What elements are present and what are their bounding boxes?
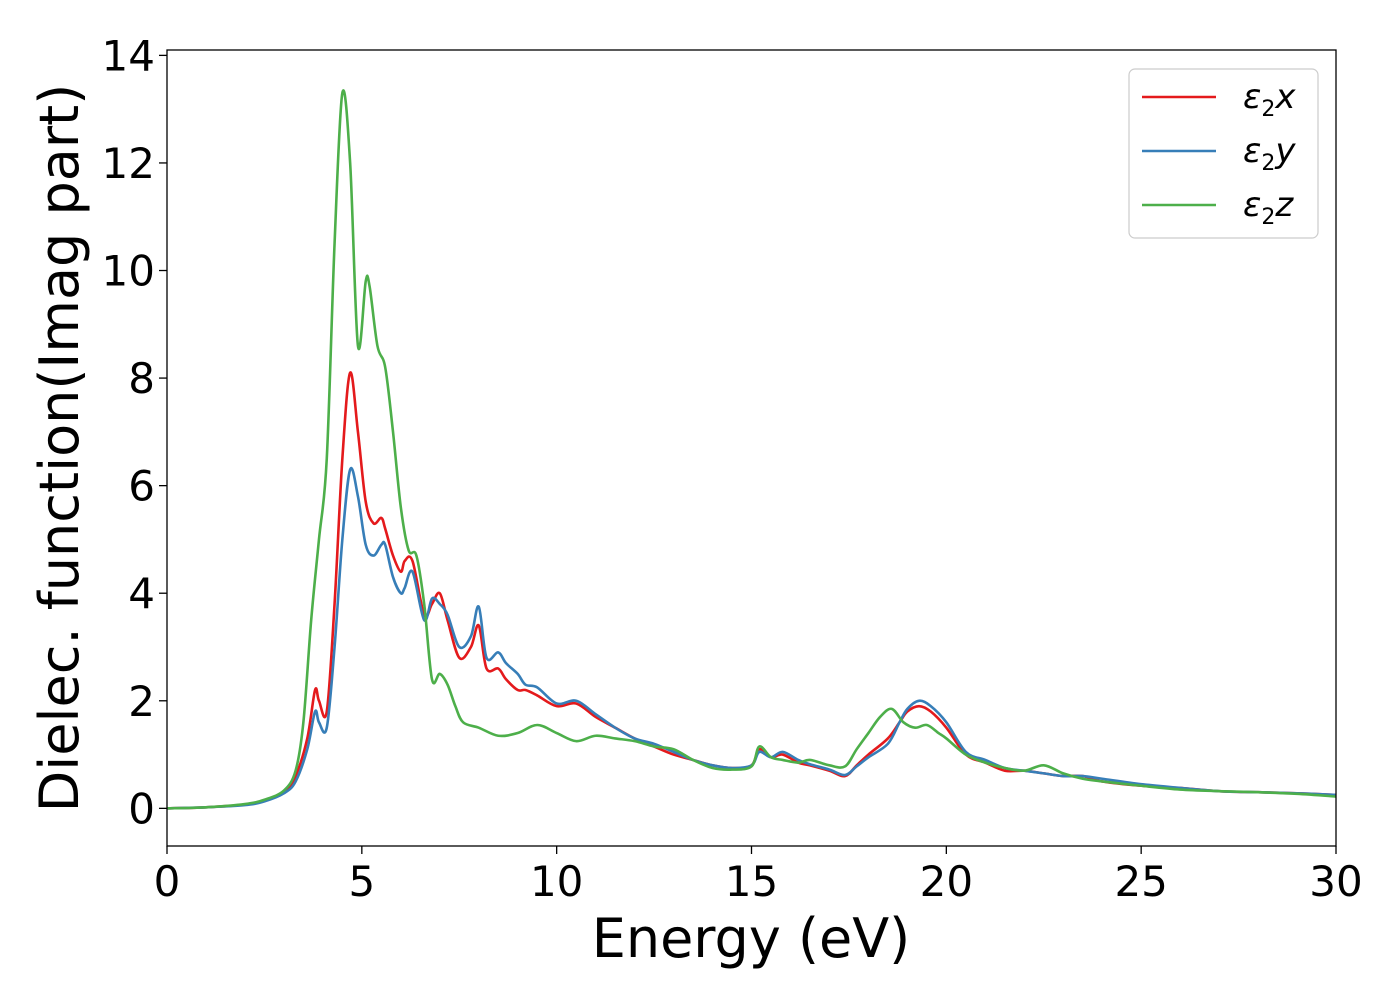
legend: ε2x ε2y ε2z — [1128, 68, 1319, 239]
x-axis-label: Energy (eV) — [592, 907, 911, 970]
x-tick-label: 0 — [154, 857, 181, 906]
y-tick-label: 8 — [128, 354, 155, 403]
x-tick-label: 25 — [1114, 857, 1167, 906]
y-axis-label: Dielec. function(Imag part) — [28, 84, 91, 813]
legend-label-y: ε2y — [1243, 131, 1296, 176]
series-layer — [166, 89, 1337, 810]
y-tick-label: 4 — [128, 569, 155, 618]
y-tick-label: 0 — [128, 784, 155, 833]
series-line-y — [166, 466, 1337, 810]
x-tick-label: 15 — [725, 857, 778, 906]
y-tick-label: 2 — [128, 677, 155, 726]
y-axis-ticks: 0 2 4 6 8 10 12 14 — [102, 31, 167, 833]
y-tick-label: 14 — [102, 31, 155, 80]
y-tick-label: 6 — [128, 462, 155, 511]
x-tick-label: 5 — [348, 857, 375, 906]
x-tick-label: 10 — [530, 857, 583, 906]
x-tick-label: 30 — [1309, 857, 1362, 906]
legend-label-z: ε2z — [1243, 185, 1294, 230]
x-tick-label: 20 — [920, 857, 973, 906]
series-line-z — [166, 89, 1337, 810]
legend-label-x: ε2x — [1243, 77, 1296, 122]
legend-box — [1128, 68, 1319, 239]
x-axis-ticks: 0 5 10 15 20 25 30 — [154, 846, 1363, 906]
y-tick-label: 12 — [102, 139, 155, 188]
y-tick-label: 10 — [102, 247, 155, 296]
